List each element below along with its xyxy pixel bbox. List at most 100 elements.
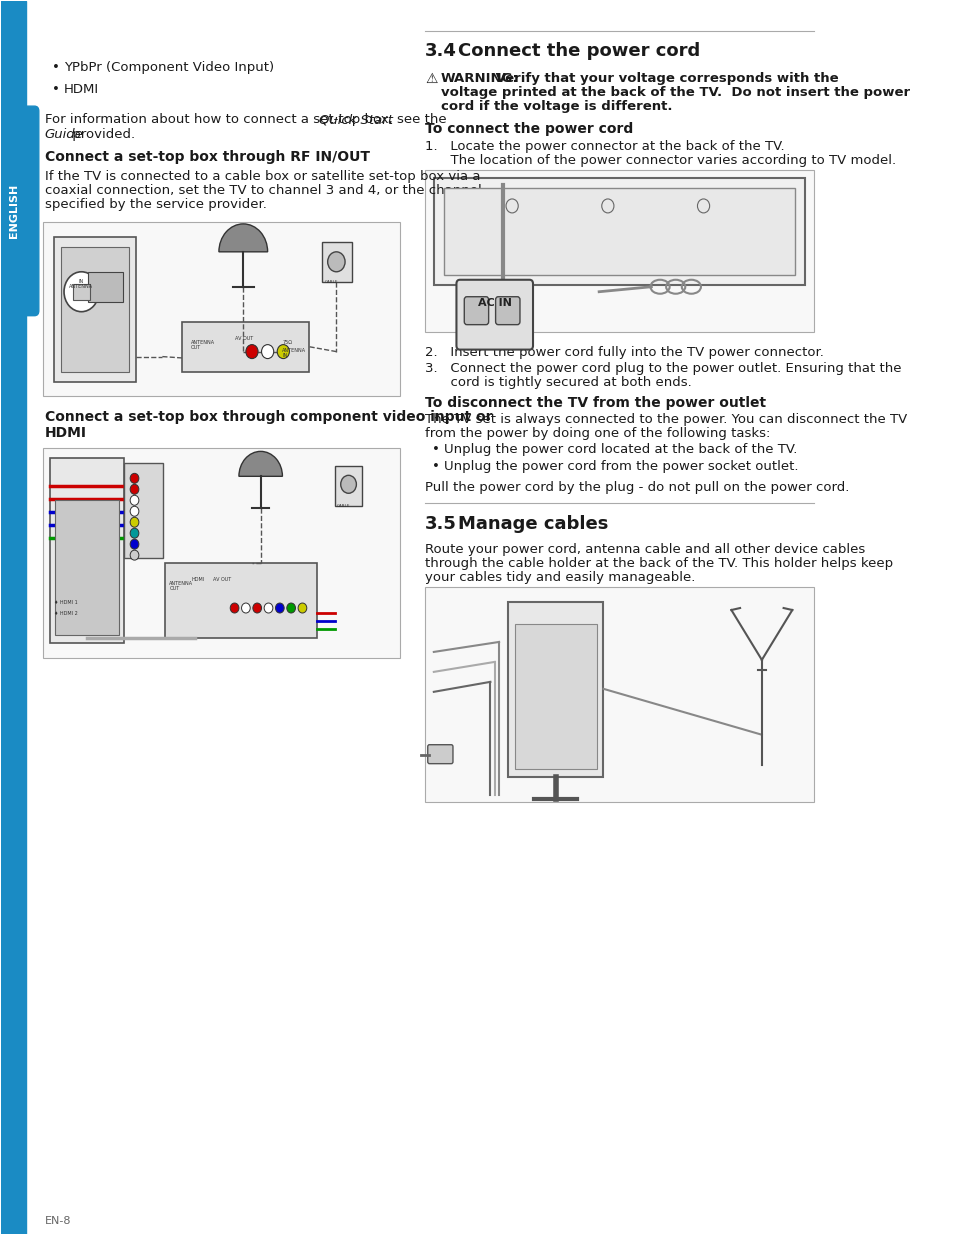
Text: from the power by doing one of the following tasks:: from the power by doing one of the follo… (425, 427, 770, 441)
Text: ⚠: ⚠ (425, 72, 437, 86)
Text: HDMI: HDMI (45, 426, 87, 441)
FancyBboxPatch shape (427, 745, 453, 763)
Circle shape (130, 550, 139, 561)
Text: IN: IN (79, 279, 84, 284)
Text: HDMI: HDMI (64, 83, 99, 96)
Text: •: • (51, 83, 60, 96)
FancyBboxPatch shape (464, 296, 488, 325)
Circle shape (130, 529, 139, 538)
Bar (43, 222, 399, 396)
Text: IN: IN (282, 353, 288, 358)
Text: •: • (432, 443, 439, 457)
Text: coaxial connection, set the TV to channel 3 and 4, or the channel: coaxial connection, set the TV to channe… (45, 184, 481, 196)
Text: 75Ω: 75Ω (282, 340, 293, 345)
Circle shape (277, 345, 289, 358)
Text: through the cable holder at the back of the TV. This holder helps keep: through the cable holder at the back of … (425, 557, 892, 571)
Text: your cables tidy and easily manageable.: your cables tidy and easily manageable. (425, 571, 695, 584)
FancyBboxPatch shape (0, 106, 39, 316)
Text: Pull the power cord by the plug - do not pull on the power cord.: Pull the power cord by the plug - do not… (425, 482, 848, 494)
Text: The location of the power connector varies according to TV model.: The location of the power connector vari… (425, 154, 895, 167)
Text: ANTENNA: ANTENNA (282, 347, 306, 353)
Circle shape (340, 475, 356, 493)
Wedge shape (218, 224, 268, 252)
Circle shape (264, 603, 273, 613)
Text: 1.   Locate the power connector at the back of the TV.: 1. Locate the power connector at the bac… (425, 140, 784, 153)
Circle shape (130, 540, 139, 550)
Circle shape (130, 517, 139, 527)
FancyBboxPatch shape (456, 280, 533, 350)
Bar (515, 624, 596, 768)
Text: AC IN: AC IN (477, 298, 511, 308)
Bar (60, 247, 130, 372)
Text: To disconnect the TV from the power outlet: To disconnect the TV from the power outl… (425, 395, 765, 410)
Circle shape (601, 199, 614, 212)
Text: ANTENNA: ANTENNA (191, 340, 215, 345)
Text: 3.   Connect the power cord plug to the power outlet. Ensuring that the: 3. Connect the power cord plug to the po… (425, 362, 901, 374)
Circle shape (275, 603, 284, 613)
Bar (182, 321, 308, 372)
Text: 2.   Insert the power cord fully into the TV power connector.: 2. Insert the power cord fully into the … (425, 346, 823, 358)
Text: Verify that your voltage corresponds with the: Verify that your voltage corresponds wit… (491, 72, 838, 85)
Text: Connect the power cord: Connect the power cord (457, 42, 700, 61)
Circle shape (246, 345, 258, 358)
Text: •: • (51, 62, 60, 74)
Text: To connect the power cord: To connect the power cord (425, 122, 633, 136)
Bar (434, 178, 804, 285)
Text: AV OUT: AV OUT (213, 577, 231, 582)
Text: The TV set is always connected to the power. You can disconnect the TV: The TV set is always connected to the po… (425, 414, 906, 426)
Bar (425, 587, 813, 802)
Bar (444, 188, 794, 274)
Circle shape (261, 345, 274, 358)
Bar (89, 272, 123, 301)
Bar (55, 500, 119, 635)
Circle shape (130, 495, 139, 505)
Text: If the TV is connected to a cable box or satellite set-top box via a: If the TV is connected to a cable box or… (45, 170, 480, 183)
Text: YPbPr (Component Video Input): YPbPr (Component Video Input) (64, 62, 274, 74)
Text: provided.: provided. (69, 128, 135, 141)
Text: CABLE: CABLE (325, 280, 338, 284)
Bar (43, 448, 399, 658)
Text: specified by the service provider.: specified by the service provider. (45, 198, 267, 211)
Text: Route your power cord, antenna cable and all other device cables: Route your power cord, antenna cable and… (425, 543, 864, 556)
Bar (507, 601, 603, 777)
Text: ANTENNA: ANTENNA (70, 284, 93, 289)
Circle shape (505, 199, 517, 212)
Circle shape (287, 603, 295, 613)
Bar (1, 1, 26, 1234)
Text: CABLE: CABLE (337, 504, 351, 509)
Text: EN-8: EN-8 (45, 1215, 71, 1225)
Bar (321, 242, 352, 282)
Circle shape (64, 272, 99, 311)
Bar (53, 237, 136, 382)
Bar (425, 170, 813, 332)
Text: cord if the voltage is different.: cord if the voltage is different. (440, 100, 672, 114)
Text: OUT: OUT (191, 345, 201, 350)
Text: Quick Start: Quick Start (318, 114, 393, 126)
Text: ANTENNA: ANTENNA (169, 582, 193, 587)
Text: cord is tightly secured at both ends.: cord is tightly secured at both ends. (425, 375, 691, 389)
Text: For information about how to connect a set-top box, see the: For information about how to connect a s… (45, 114, 451, 126)
Text: ♦ HDMI 1: ♦ HDMI 1 (53, 600, 77, 605)
Circle shape (327, 252, 345, 272)
Circle shape (130, 506, 139, 516)
Text: Connect a set-top box through RF IN/OUT: Connect a set-top box through RF IN/OUT (45, 151, 370, 164)
Text: Unplug the power cord located at the back of the TV.: Unplug the power cord located at the bac… (444, 443, 797, 457)
Text: HDMI: HDMI (191, 577, 204, 582)
Circle shape (253, 603, 261, 613)
Text: AV OUT: AV OUT (234, 336, 253, 341)
Circle shape (697, 199, 709, 212)
Text: WARNING:: WARNING: (440, 72, 518, 85)
Bar (51, 458, 124, 643)
FancyBboxPatch shape (496, 296, 519, 325)
Circle shape (130, 473, 139, 483)
Circle shape (130, 484, 139, 494)
Wedge shape (238, 451, 282, 477)
Text: voltage printed at the back of the TV.  Do not insert the power: voltage printed at the back of the TV. D… (440, 86, 909, 99)
Text: ♦ HDMI 2: ♦ HDMI 2 (53, 611, 77, 616)
Bar (496, 304, 510, 319)
Text: 3.5: 3.5 (425, 515, 456, 534)
Circle shape (297, 603, 307, 613)
Bar (72, 284, 90, 300)
Text: OUT: OUT (169, 587, 179, 592)
Bar (124, 463, 163, 558)
